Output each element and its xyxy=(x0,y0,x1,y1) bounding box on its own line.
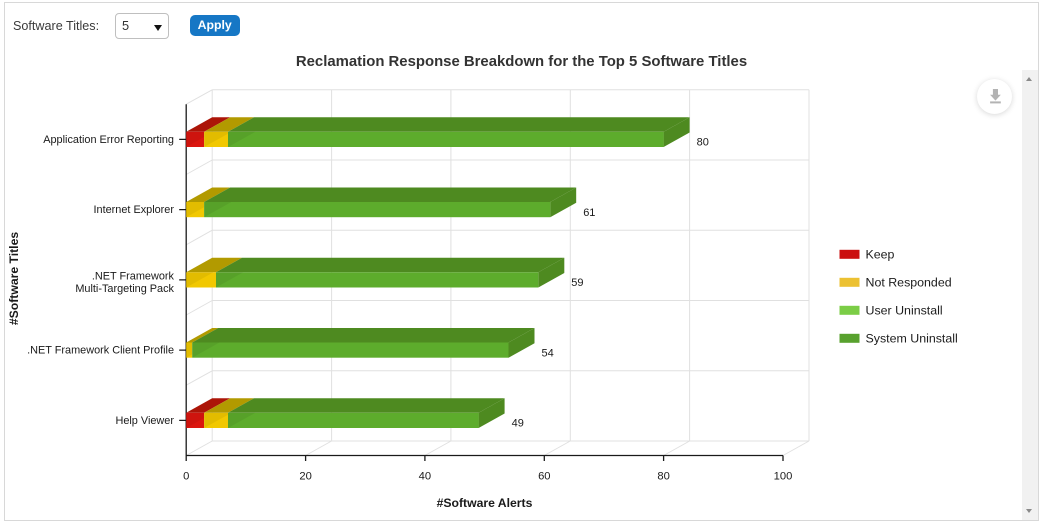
svg-text:54: 54 xyxy=(542,347,554,359)
svg-text:Internet Explorer: Internet Explorer xyxy=(93,204,174,216)
svg-text:80: 80 xyxy=(657,471,669,483)
svg-text:60: 60 xyxy=(538,471,550,483)
svg-text:.NET Framework Client Profile: .NET Framework Client Profile xyxy=(27,345,174,357)
svg-text:49: 49 xyxy=(512,418,524,430)
svg-text:100: 100 xyxy=(774,471,793,483)
svg-text:.NET Framework: .NET Framework xyxy=(92,270,175,282)
svg-text:Not Responded: Not Responded xyxy=(866,276,952,290)
svg-text:Reclamation Response Breakdown: Reclamation Response Breakdown for the T… xyxy=(296,54,747,70)
svg-text:40: 40 xyxy=(419,471,431,483)
svg-text:Multi-Targeting Pack: Multi-Targeting Pack xyxy=(75,283,174,295)
svg-text:59: 59 xyxy=(571,277,583,289)
svg-text:System Uninstall: System Uninstall xyxy=(866,332,958,346)
svg-text:20: 20 xyxy=(299,471,311,483)
svg-text:User Uninstall: User Uninstall xyxy=(866,304,943,318)
svg-text:61: 61 xyxy=(583,207,595,219)
svg-text:Keep: Keep xyxy=(866,248,895,262)
svg-text:#Software Alerts: #Software Alerts xyxy=(437,496,533,510)
svg-text:Help Viewer: Help Viewer xyxy=(115,415,174,427)
svg-text:Application Error Reporting: Application Error Reporting xyxy=(43,134,174,146)
svg-text:#Software Titles: #Software Titles xyxy=(7,232,21,325)
svg-text:0: 0 xyxy=(183,471,189,483)
svg-text:80: 80 xyxy=(697,137,709,149)
